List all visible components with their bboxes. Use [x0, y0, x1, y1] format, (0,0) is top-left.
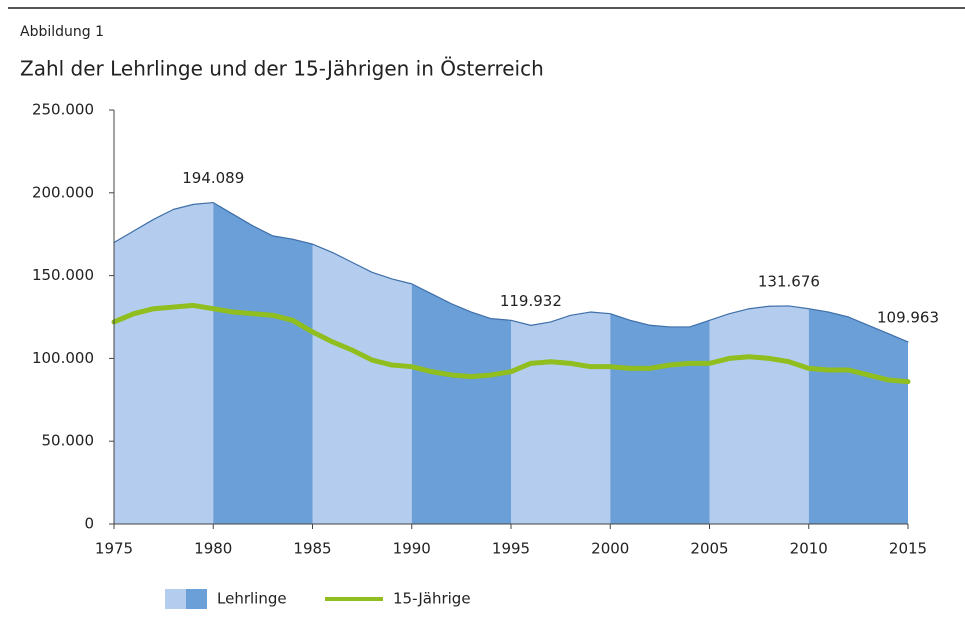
- y-tick-label: 50.000: [42, 432, 95, 450]
- line: [111, 302, 911, 385]
- x-tick-label: 2010: [790, 540, 828, 558]
- area-outline: [113, 201, 909, 343]
- data-label: 131.676: [758, 272, 820, 290]
- area-band: [709, 305, 809, 524]
- figure-label: Abbildung 1: [20, 24, 104, 40]
- x-tick-label: 2000: [591, 540, 629, 558]
- x-tick-label: 2005: [690, 540, 728, 558]
- area-band: [808, 308, 908, 524]
- x-tick-label: 1975: [95, 540, 133, 558]
- data-label: 194.089: [182, 169, 244, 187]
- y-tick-label: 100.000: [32, 349, 94, 367]
- y-tick-label: 250.000: [32, 101, 94, 119]
- y-tick-label: 200.000: [32, 183, 94, 201]
- legend-label: Lehrlinge: [217, 590, 287, 608]
- data-label: 119.932: [500, 292, 562, 310]
- x-tick-label: 1985: [293, 540, 331, 558]
- legend-label: 15-Jährige: [393, 590, 471, 608]
- area-band: [511, 312, 611, 524]
- x-tick-label: 1995: [492, 540, 530, 558]
- data-label: 109.963: [877, 308, 939, 326]
- chart-title: Zahl der Lehrlinge und der 15-Jährigen i…: [20, 57, 544, 81]
- x-tick-label: 1980: [194, 540, 232, 558]
- area-band: [411, 283, 511, 524]
- legend-swatch: [186, 589, 207, 609]
- area-band: [312, 244, 412, 525]
- x-tick-label: 1990: [393, 540, 431, 558]
- legend-swatch: [165, 589, 186, 609]
- area-band: [114, 202, 214, 524]
- y-tick-label: 0: [84, 515, 94, 533]
- x-tick-label: 2015: [889, 540, 927, 558]
- y-tick-label: 150.000: [32, 266, 94, 284]
- area-band: [610, 313, 710, 524]
- area-band: [213, 202, 313, 524]
